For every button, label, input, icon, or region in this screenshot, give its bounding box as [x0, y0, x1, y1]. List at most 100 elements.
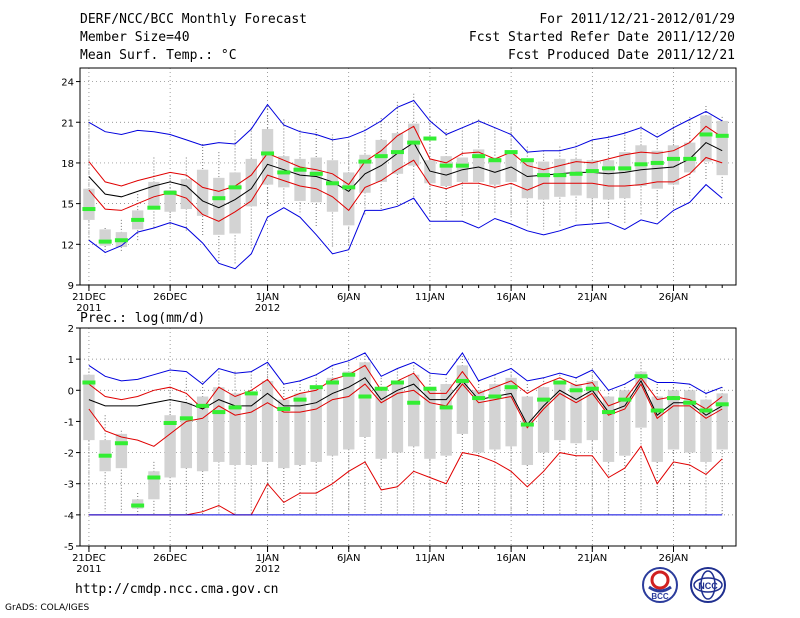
x-tick-year: 2011 — [76, 303, 101, 314]
bcc-logo-text: BCC — [651, 592, 669, 601]
observed-marker — [326, 380, 339, 385]
series-line-lower — [88, 183, 723, 270]
series-line-sd_upper — [88, 364, 723, 410]
box — [213, 177, 225, 235]
observed-marker — [650, 160, 664, 165]
observed-marker — [472, 154, 486, 159]
x-tick-label: 6JAN — [337, 292, 360, 303]
observed-marker — [342, 185, 356, 190]
observed-marker — [98, 453, 112, 458]
observed-marker — [212, 410, 226, 415]
observed-marker — [114, 441, 128, 446]
observed-marker — [374, 154, 388, 159]
box — [635, 371, 647, 428]
grads-credit: GrADS: COLA/IGES — [5, 603, 90, 613]
observed-marker — [537, 397, 551, 402]
observed-marker — [455, 378, 469, 383]
observed-marker — [261, 151, 275, 156]
y-tick-label: -3 — [64, 480, 74, 491]
observed-marker — [390, 150, 404, 155]
x-tick-label: 26DEC — [153, 553, 187, 564]
box — [196, 396, 209, 472]
y-tick-label: 24 — [61, 78, 74, 89]
box — [391, 380, 404, 453]
box — [326, 377, 339, 456]
observed-marker — [715, 402, 729, 407]
box — [326, 160, 339, 212]
box — [180, 402, 193, 469]
box — [375, 139, 387, 182]
box — [261, 380, 274, 462]
observed-marker — [358, 159, 372, 164]
observed-marker — [309, 385, 323, 390]
observed-marker — [683, 400, 697, 405]
chart-title: DERF/NCC/BCC Monthly Forecast — [80, 12, 307, 27]
x-tick-year: 2011 — [76, 564, 101, 575]
observed-marker — [147, 475, 161, 480]
box — [537, 161, 550, 200]
box — [716, 393, 728, 450]
box — [586, 160, 598, 199]
observed-marker — [423, 386, 437, 391]
x-tick-label: 11JAN — [415, 292, 445, 303]
y-tick-label: -2 — [64, 449, 74, 460]
observed-marker — [602, 410, 616, 415]
series-line-sd_lower — [88, 156, 723, 222]
box — [619, 152, 631, 199]
observed-marker — [82, 207, 96, 212]
observed-marker — [715, 133, 729, 138]
observed-marker — [650, 408, 664, 413]
box — [667, 390, 680, 450]
box — [684, 390, 696, 453]
box — [489, 157, 501, 185]
observed-marker — [634, 162, 648, 167]
observed-marker — [147, 205, 161, 210]
box — [229, 172, 241, 234]
observed-marker — [374, 386, 388, 391]
box — [424, 160, 436, 184]
box — [537, 387, 550, 453]
series-line-ens_mean — [88, 141, 723, 209]
observed-marker — [407, 140, 421, 145]
observed-marker — [163, 420, 177, 425]
observed-marker — [585, 386, 599, 391]
observed-marker — [618, 166, 632, 171]
box — [99, 229, 111, 246]
member-size: Member Size=40 — [80, 30, 190, 45]
x-tick-label: 16JAN — [496, 292, 526, 303]
observed-marker — [82, 380, 96, 385]
box — [521, 396, 534, 466]
observed-marker — [326, 181, 339, 186]
observed-marker — [455, 163, 469, 168]
observed-marker — [423, 136, 437, 141]
box — [359, 362, 371, 437]
source-url[interactable]: http://cmdp.ncc.cma.gov.cn — [75, 582, 279, 597]
box — [570, 384, 582, 444]
box — [651, 150, 663, 189]
box — [245, 158, 257, 207]
box — [229, 393, 241, 466]
observed-marker — [504, 150, 518, 155]
observed-marker — [666, 396, 680, 401]
y-tick-label: 1 — [68, 355, 74, 366]
observed-marker — [618, 397, 632, 402]
observed-marker — [407, 400, 421, 405]
bcc-logo: BCC — [642, 567, 678, 603]
x-tick-label: 26JAN — [659, 553, 689, 564]
observed-marker — [553, 380, 567, 385]
box — [554, 380, 566, 441]
box — [278, 399, 290, 469]
observed-marker — [504, 385, 518, 390]
series-line-ens_mean — [88, 377, 723, 426]
ncc-logo-text: NCC — [698, 581, 718, 591]
y-tick-label: 9 — [68, 281, 74, 292]
observed-marker — [390, 380, 404, 385]
observed-marker — [439, 405, 453, 410]
x-tick-year: 2012 — [255, 564, 280, 575]
x-tick-label: 21DEC — [72, 292, 106, 303]
observed-marker — [163, 190, 177, 195]
box — [115, 433, 128, 469]
observed-marker — [131, 503, 145, 508]
